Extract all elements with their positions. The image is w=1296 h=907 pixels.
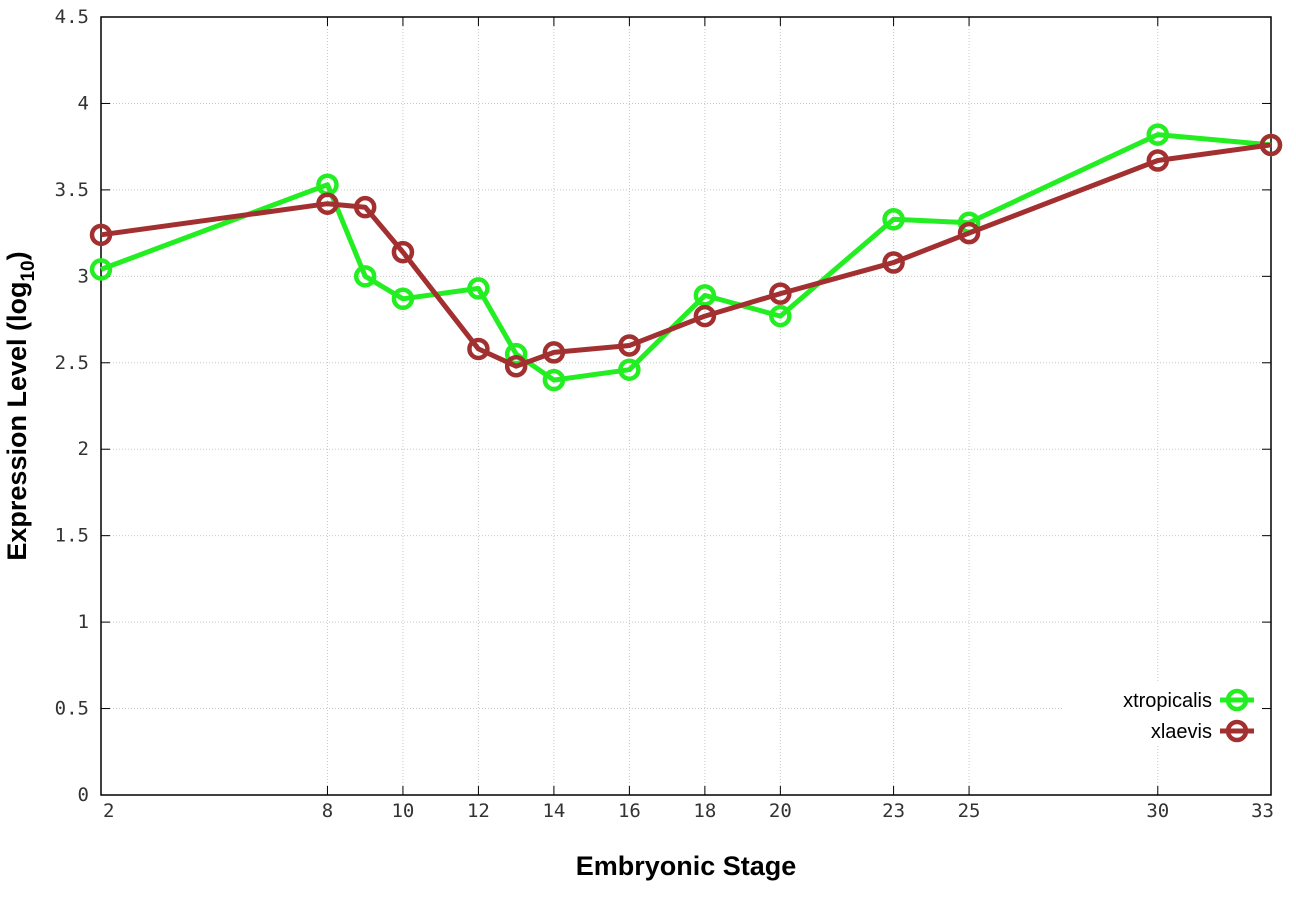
legend-label: xtropicalis	[1123, 690, 1212, 712]
x-tick-label: 10	[391, 800, 414, 822]
x-tick-label: 2	[103, 800, 114, 822]
y-axis-title-close: )	[2, 251, 32, 260]
x-tick-label: 16	[618, 800, 641, 822]
data-point	[1259, 133, 1283, 157]
y-tick-label: 3	[78, 265, 89, 287]
y-tick-label: 2	[78, 438, 89, 460]
y-tick-label: 0	[78, 784, 89, 806]
data-point	[618, 358, 641, 381]
data-point	[467, 277, 490, 300]
x-axis-title: Embryonic Stage	[576, 851, 797, 881]
legend-marker-swatch	[1225, 719, 1249, 743]
x-tick-label: 20	[769, 800, 792, 822]
legend-label: xlaevis	[1151, 721, 1212, 743]
x-tick-label: 18	[693, 800, 716, 822]
series-line	[100, 132, 1272, 383]
data-point	[769, 304, 792, 328]
y-axis-tick-labels: 0 0.5 1 1.5 2 2.5 3 3.5 4 4.5	[55, 6, 89, 806]
legend-marker-swatch	[1225, 688, 1249, 712]
grid	[101, 17, 1271, 795]
series-line	[100, 142, 1272, 369]
axis-ticks	[100, 16, 1272, 796]
data-point	[542, 368, 566, 392]
y-axis-title: Expression Level (log10)	[2, 251, 39, 560]
data-point	[467, 337, 490, 361]
data-point	[391, 287, 415, 311]
data-point	[89, 223, 113, 247]
x-tick-label: 33	[1251, 800, 1274, 822]
data-point	[353, 265, 377, 288]
data-point	[618, 334, 641, 357]
x-tick-label: 23	[882, 800, 905, 822]
data-point	[882, 208, 905, 231]
data-point	[957, 221, 981, 245]
data-point	[391, 240, 415, 264]
x-tick-label: 25	[958, 800, 981, 822]
y-tick-label: 3.5	[55, 179, 89, 201]
y-tick-label: 4.5	[55, 6, 89, 28]
series-layer	[89, 123, 1283, 392]
data-point	[504, 354, 528, 378]
data-point	[769, 282, 792, 305]
data-point	[1146, 123, 1170, 146]
y-tick-label: 1	[78, 611, 89, 633]
series-xtropicalis	[89, 123, 1283, 392]
x-tick-label: 14	[542, 800, 565, 822]
y-tick-label: 1.5	[55, 525, 89, 547]
data-point	[882, 251, 905, 274]
legend-item: xlaevis	[1151, 719, 1254, 743]
data-point	[316, 192, 339, 215]
legend-item: xtropicalis	[1123, 688, 1254, 712]
y-tick-label: 0.5	[55, 698, 89, 720]
plot-area	[100, 16, 1272, 796]
legend: xtropicalis xlaevis	[1062, 683, 1262, 745]
x-tick-label: 8	[322, 800, 333, 822]
x-axis-tick-labels: 2 8 10 12 14 16 18 20 23 25 30 33	[103, 800, 1274, 822]
data-point	[693, 304, 717, 328]
y-axis-title-subscript: 10	[18, 260, 39, 281]
data-point	[542, 341, 566, 364]
x-tick-label: 12	[467, 800, 490, 822]
data-point	[693, 284, 717, 307]
x-tick-label: 30	[1146, 800, 1169, 822]
y-axis-title-main: Expression Level (log	[2, 282, 32, 561]
data-point	[89, 258, 113, 281]
series-xlaevis	[89, 133, 1283, 378]
data-point	[504, 342, 528, 366]
y-tick-label: 4	[78, 92, 89, 114]
y-tick-label: 2.5	[55, 352, 89, 374]
data-point	[353, 195, 377, 219]
data-point	[1146, 149, 1170, 172]
